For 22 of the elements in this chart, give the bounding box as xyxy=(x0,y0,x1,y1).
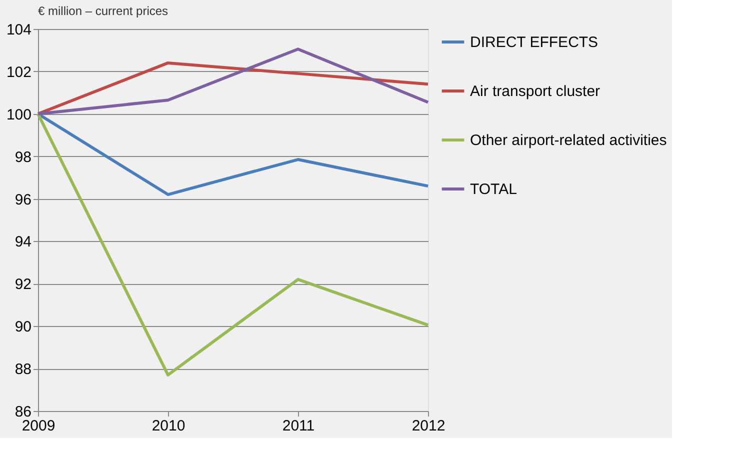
legend-label: TOTAL xyxy=(470,181,517,198)
legend-label: Other airport-related activities xyxy=(470,132,667,149)
line-series xyxy=(36,112,430,376)
y-tick-label: 86 xyxy=(14,404,32,420)
chart-title: € million – current prices xyxy=(38,4,168,18)
x-tick-label: 2011 xyxy=(282,418,315,434)
x-tick-label: 2012 xyxy=(412,418,446,434)
y-tick-label: 104 xyxy=(6,22,32,38)
x-tick-label: 2009 xyxy=(22,418,56,434)
x-tick-label: 2010 xyxy=(152,418,186,434)
line-series xyxy=(36,48,430,116)
y-tick-label: 88 xyxy=(14,361,32,378)
y-tick-label: 92 xyxy=(14,276,32,294)
legend-label: DIRECT EFFECTS xyxy=(470,34,598,51)
y-tick-label: 90 xyxy=(14,318,32,336)
y-tick-label: 96 xyxy=(14,191,32,208)
y-tick-label: 98 xyxy=(14,148,32,166)
legend-label: Air transport cluster xyxy=(470,83,600,100)
y-tick-label: 102 xyxy=(6,64,32,81)
line-series xyxy=(36,61,430,116)
y-tick-label: 100 xyxy=(6,106,32,124)
y-tick-label: 94 xyxy=(14,234,32,251)
